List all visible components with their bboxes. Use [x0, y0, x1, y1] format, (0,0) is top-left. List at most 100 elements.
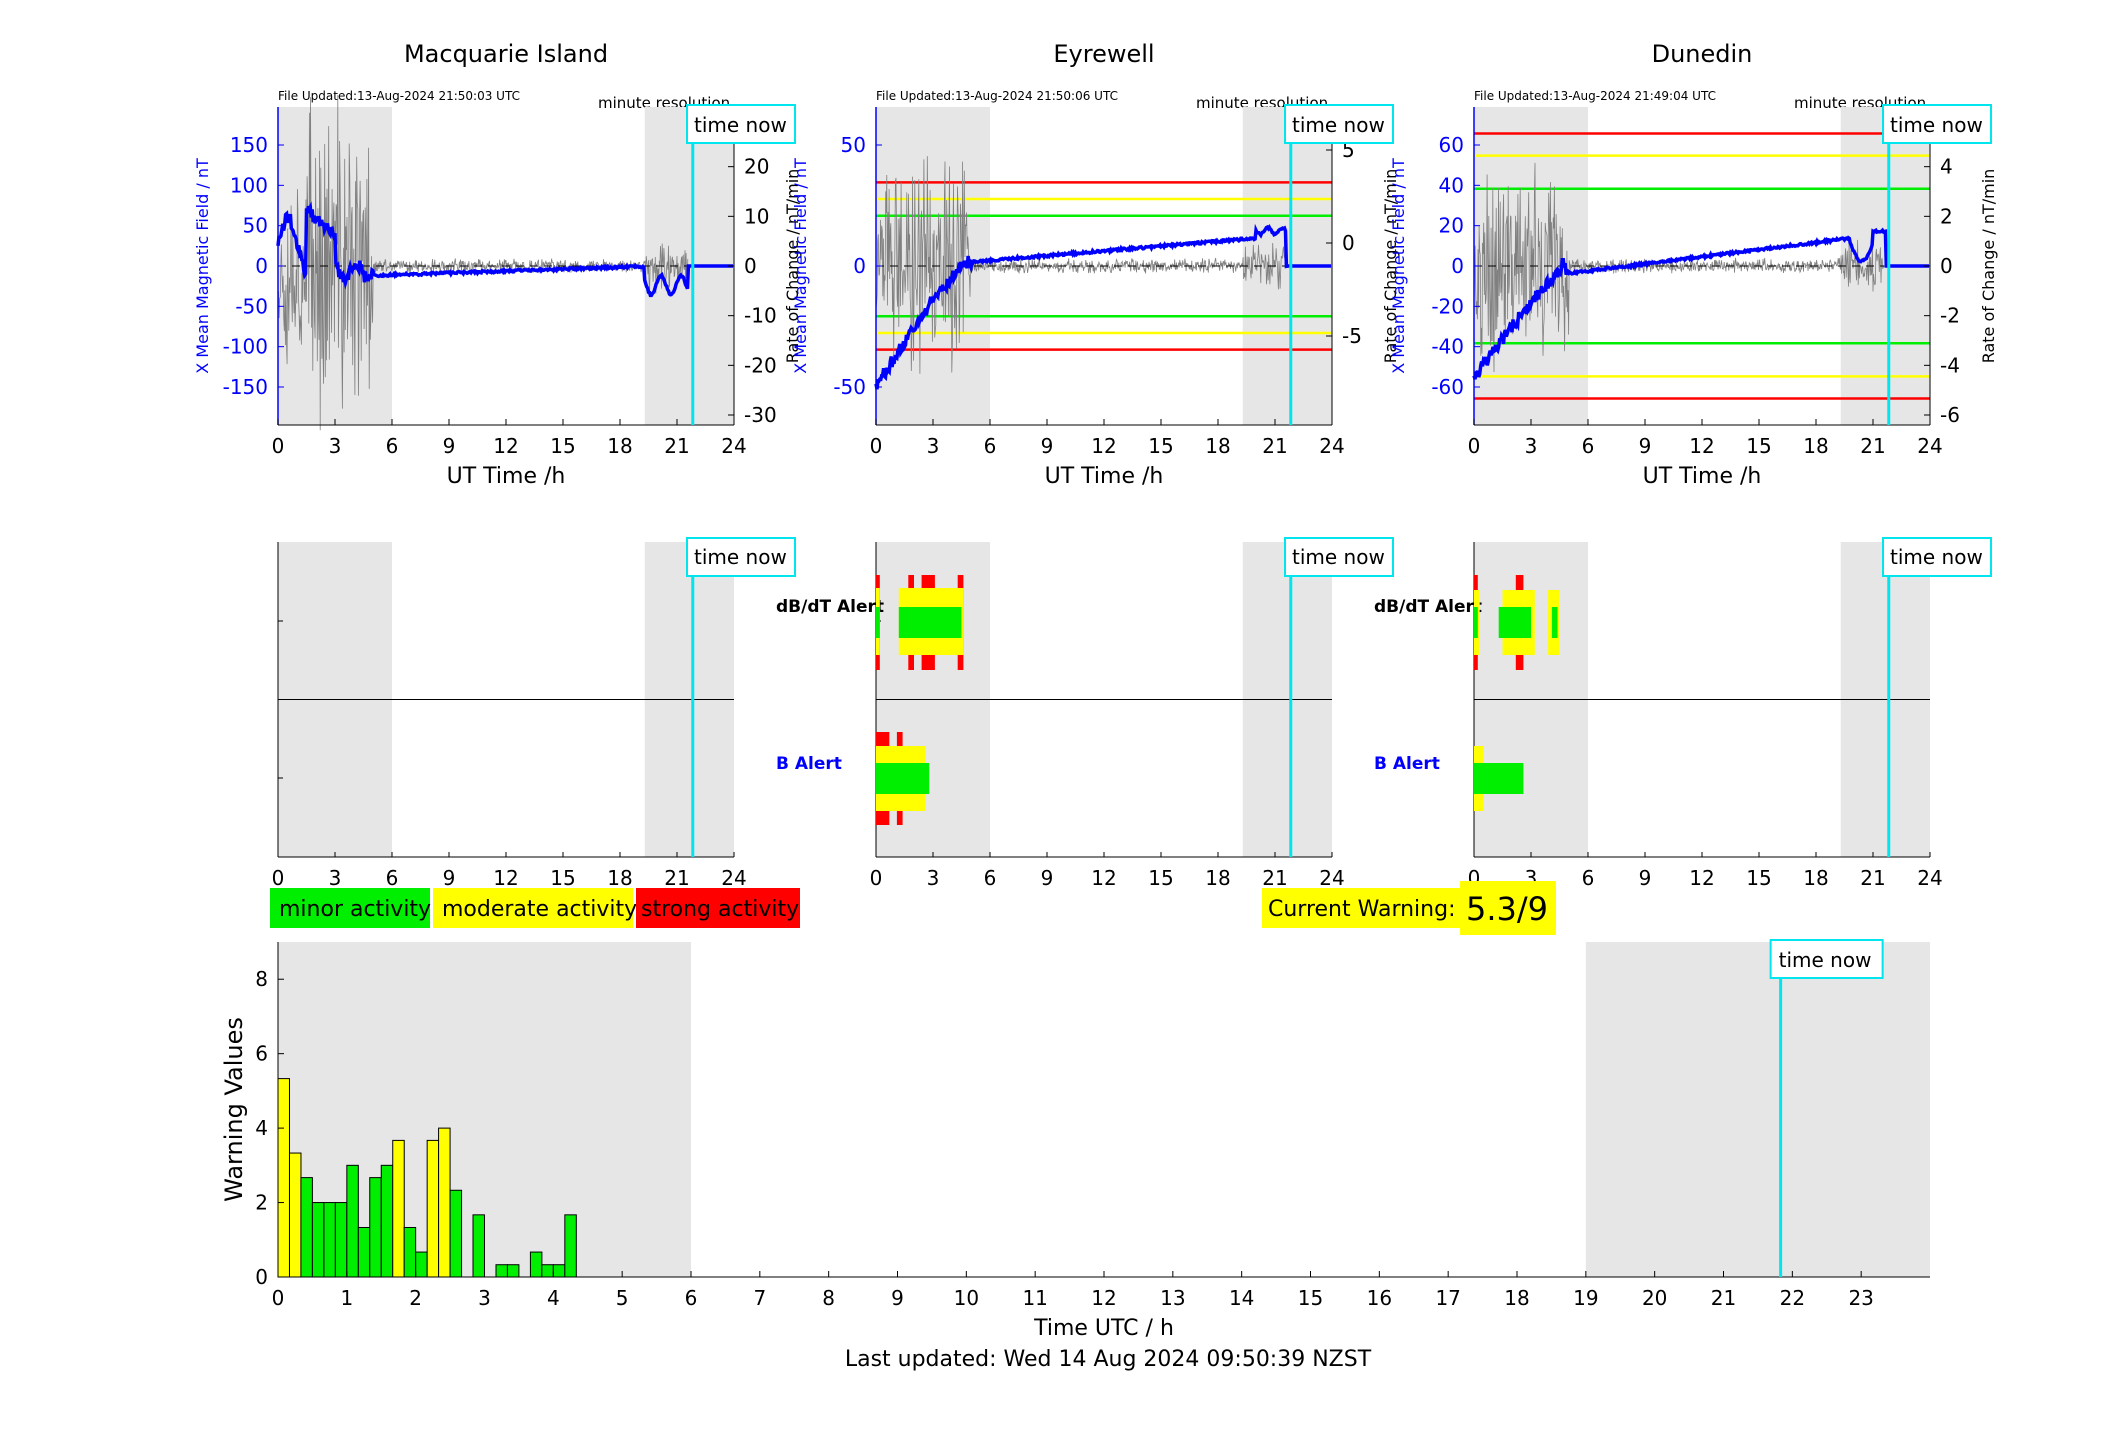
field-trace [276, 201, 734, 298]
x-tick-label: 9 [1639, 866, 1652, 890]
y-tick-label: 8 [255, 967, 268, 991]
activity-legend: minor activity moderate activity strong … [270, 881, 1556, 935]
alert-activity-block [1551, 607, 1558, 638]
x-tick-label: 21 [1262, 434, 1287, 458]
warning-bar [311, 1202, 325, 1278]
x-axis-title: UT Time /h [447, 464, 566, 489]
station-panel-2: Dunedin File Updated:13-Aug-2024 21:49:04… [1374, 40, 1998, 890]
left-tick-label: 0 [853, 254, 866, 278]
x-tick-label: 9 [443, 866, 456, 890]
time-now-box [1882, 104, 1992, 144]
current-warning-value-box [1460, 881, 1556, 935]
rate-of-change-trace [875, 156, 1287, 374]
time-now-label: time now [1292, 545, 1385, 569]
x-tick-label: 1 [340, 1286, 353, 1310]
station-title: Eyrewell [1053, 40, 1154, 68]
x-tick-label: 18 [607, 866, 632, 890]
x-tick-label: 13 [1160, 1286, 1185, 1310]
x-tick-label: 24 [1319, 434, 1344, 458]
x-tick-label: 9 [1041, 434, 1054, 458]
b-alert-label: B Alert [1374, 754, 1440, 774]
left-tick-label: -50 [833, 375, 866, 399]
left-tick-label: -60 [1431, 375, 1464, 399]
rate-of-change-trace [1473, 162, 1885, 373]
warning-bar [415, 1251, 428, 1278]
alert-activity-block [1498, 607, 1531, 638]
x-tick-label: 6 [984, 434, 997, 458]
left-tick-label: -20 [1431, 294, 1464, 318]
warning-bar [357, 1226, 371, 1278]
time-now-box [1284, 104, 1394, 144]
left-tick-label: 0 [255, 254, 268, 278]
x-tick-label: 9 [443, 434, 456, 458]
x-tick-label: 18 [607, 434, 632, 458]
file-updated-text: File Updated:13-Aug-2024 21:50:06 UTC [876, 89, 1118, 103]
x-tick-label: 24 [1917, 434, 1942, 458]
right-tick-label: -20 [744, 353, 777, 377]
left-tick-label: 50 [243, 214, 268, 238]
y-tick-label: 4 [255, 1116, 268, 1140]
x-tick-label: 19 [1573, 1286, 1598, 1310]
left-tick-label: -150 [223, 375, 268, 399]
right-tick-label: 0 [1342, 231, 1355, 255]
x-tick-label: 0 [870, 434, 883, 458]
x-tick-label: 0 [272, 434, 285, 458]
current-warning-box [1262, 888, 1460, 928]
right-tick-label: 0 [744, 254, 757, 278]
time-now-box [686, 104, 796, 144]
left-tick-label: 0 [1451, 254, 1464, 278]
field-trace [874, 223, 1332, 390]
x-tick-label: 15 [1746, 434, 1771, 458]
x-tick-label: 9 [1041, 866, 1054, 890]
warning-bar [552, 1264, 566, 1278]
alert-activity-block [1474, 763, 1524, 794]
rate-of-change-trace [277, 95, 689, 431]
x-tick-label: 20 [1642, 1286, 1667, 1310]
x-tick-label: 15 [1148, 434, 1173, 458]
alert-activity-block [876, 763, 930, 794]
right-axis-label: Rate of Change / nT/min [1979, 169, 1998, 364]
warning-bar [506, 1264, 520, 1278]
x-tick-label: 12 [1689, 434, 1714, 458]
right-tick-label: 4 [1940, 155, 1953, 179]
moderate-legend-swatch [433, 888, 633, 928]
dbdt-alert-label: dB/dT Alert [1374, 597, 1482, 617]
left-tick-label: 40 [1439, 173, 1464, 197]
left-axis-label: X Mean Magnetic Field / nT [791, 158, 810, 374]
x-axis-title: UT Time /h [1643, 464, 1762, 489]
x-tick-label: 5 [616, 1286, 629, 1310]
x-tick-label: 15 [550, 434, 575, 458]
time-now-label: time now [1890, 545, 1983, 569]
x-tick-label: 15 [1148, 866, 1173, 890]
right-tick-label: 0 [1940, 254, 1953, 278]
x-tick-label: 0 [870, 866, 883, 890]
x-tick-label: 23 [1848, 1286, 1873, 1310]
x-tick-label: 6 [1582, 866, 1595, 890]
b-alert-label: B Alert [776, 754, 842, 774]
x-tick-label: 6 [1582, 434, 1595, 458]
right-tick-label: -2 [1940, 304, 1960, 328]
right-tick-label: 20 [744, 155, 769, 179]
warning-bar [403, 1226, 417, 1278]
time-now-box [1882, 537, 1992, 577]
x-tick-label: 3 [478, 1286, 491, 1310]
warning-bar [495, 1264, 508, 1278]
x-tick-label: 21 [1860, 434, 1885, 458]
warning-bar [541, 1264, 554, 1278]
x-tick-label: 15 [1746, 866, 1771, 890]
x-tick-label: 21 [1262, 866, 1287, 890]
y-tick-label: 6 [255, 1042, 268, 1066]
left-axis-label: X Mean Magnetic Field / nT [1389, 158, 1408, 374]
right-tick-label: 10 [744, 204, 769, 228]
x-tick-label: 14 [1229, 1286, 1254, 1310]
time-now-box [686, 537, 796, 577]
right-tick-label: -30 [744, 403, 777, 427]
time-now-label: time now [1292, 113, 1385, 137]
warning-bar [288, 1152, 302, 1278]
x-tick-label: 6 [984, 866, 997, 890]
minor-legend-label: minor activity [279, 897, 431, 922]
right-tick-label: -10 [744, 304, 777, 328]
x-tick-label: 22 [1780, 1286, 1805, 1310]
